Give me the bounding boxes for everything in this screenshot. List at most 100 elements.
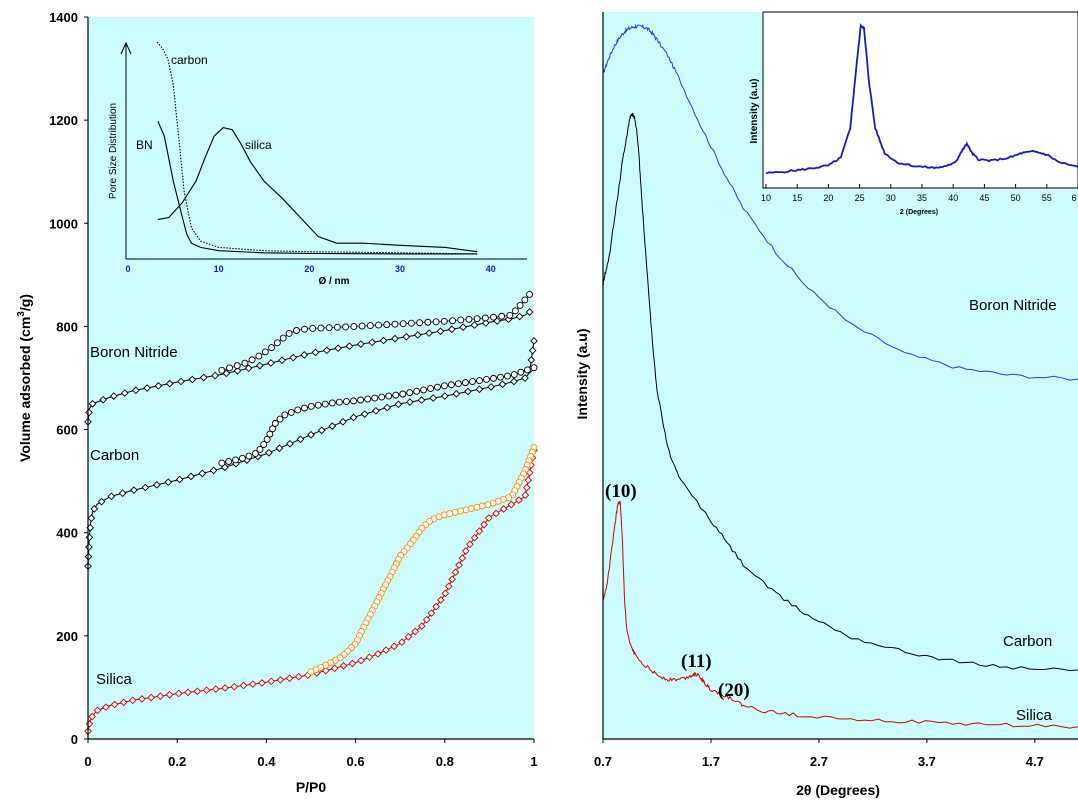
left-series-group [84, 291, 538, 736]
inset2-x-tick-label: 55 [1042, 193, 1052, 203]
inset2-x-ticks: 10 15 20 25 30 35 40 45 50 55 6 [761, 184, 1078, 203]
left-point-boron-nitride-adsorption [481, 319, 490, 327]
left-point-carbon-adsorption [521, 374, 529, 382]
left-point-carbon-adsorption [141, 483, 150, 492]
left-point-carbon-desorption [342, 398, 350, 405]
left-point-boron-nitride-desorption [218, 366, 226, 374]
right-line-boron-nitride [602, 23, 1078, 381]
left-point-silica-adsorption [285, 674, 294, 683]
left-point-carbon-adsorption [307, 430, 315, 439]
left-point-carbon-adsorption [429, 394, 438, 402]
left-point-carbon-adsorption [464, 387, 472, 396]
left-point-silica-adsorption [398, 638, 406, 647]
left-point-carbon-desorption [469, 378, 476, 386]
left-y-axis-title-main: Volume adsorbed (cm [17, 317, 33, 462]
left-point-silica-adsorption [515, 496, 523, 504]
left-point-silica-adsorption [128, 696, 137, 705]
left-plot-area [88, 17, 534, 739]
peak-label-11: (11) [681, 651, 712, 672]
left-point-boron-nitride-desorption [261, 348, 269, 356]
inset2-x-tick-label: 20 [823, 193, 833, 203]
left-point-boron-nitride-adsorption [525, 308, 534, 316]
left-point-carbon-adsorption [452, 389, 461, 398]
left-point-carbon-adsorption [265, 448, 273, 457]
left-point-boron-nitride-adsorption [322, 346, 331, 355]
right-x-tick-label: 1.7 [702, 754, 720, 769]
left-point-silica-adsorption [422, 615, 431, 624]
left-point-boron-nitride-adsorption [515, 312, 524, 321]
left-point-boron-nitride-desorption [248, 356, 256, 364]
left-point-carbon-desorption [504, 372, 511, 380]
left-point-silica-adsorption [212, 685, 220, 693]
left-x-tick-label: 0.6 [347, 754, 365, 769]
left-point-carbon-desorption [307, 402, 315, 410]
left-y-ticks: 0 200 400 600 800 1000 1200 1400 [49, 10, 88, 747]
inset1-x-tick-label: 30 [395, 264, 405, 274]
left-point-boron-nitride-adsorption [345, 342, 354, 350]
left-point-carbon-desorption [256, 445, 264, 453]
left-point-carbon-desorption [399, 390, 407, 398]
left-point-boron-nitride-desorption [383, 321, 391, 329]
left-point-carbon-desorption [281, 411, 289, 419]
left-point-carbon-adsorption [187, 472, 195, 481]
left-point-silica-adsorption [411, 627, 419, 636]
left-point-carbon-adsorption [394, 400, 403, 409]
right-x-tick-label: 3.7 [918, 754, 936, 769]
left-point-carbon-desorption [218, 459, 226, 467]
inset1-x-tick-label: 10 [214, 264, 224, 274]
left-point-carbon-desorption [433, 383, 441, 391]
peak-label-10: (10) [605, 481, 637, 502]
left-point-boron-nitride-adsorption [436, 327, 445, 336]
left-point-silica-adsorption [174, 689, 183, 698]
left-point-carbon-desorption [294, 406, 302, 414]
left-point-carbon-desorption [276, 415, 284, 423]
left-point-carbon-adsorption [349, 413, 358, 422]
left-point-carbon-desorption [454, 380, 462, 388]
left-point-carbon-adsorption [87, 514, 96, 522]
left-point-carbon-adsorption [530, 337, 538, 345]
left-point-boron-nitride-adsorption [368, 338, 377, 347]
left-point-boron-nitride-desorption [233, 362, 241, 370]
left-point-boron-nitride-adsorption [402, 332, 411, 341]
inset1-label-bn: BN [136, 138, 153, 152]
inset1-x-tick-label: 20 [304, 264, 314, 274]
left-point-boron-nitride-adsorption [188, 375, 197, 384]
left-point-silica-adsorption [88, 712, 96, 721]
inset1-y-axis-title: Pore Size Distribution [108, 103, 119, 199]
left-point-boron-nitride-desorption [375, 321, 382, 329]
left-point-carbon-desorption [266, 430, 274, 438]
left-series-carbon-desorption [218, 364, 538, 467]
left-point-boron-nitride-desorption [273, 339, 281, 347]
left-point-silica-adsorption [330, 664, 339, 673]
left-point-boron-nitride-adsorption [356, 340, 365, 348]
left-point-carbon-desorption [245, 452, 253, 460]
inset1-series-group [156, 41, 478, 255]
left-point-boron-nitride-desorption [366, 322, 374, 330]
left-point-boron-nitride-desorption [424, 318, 432, 326]
left-point-boron-nitride-desorption [440, 317, 448, 325]
right-x-tick-label: 0.7 [594, 754, 612, 769]
inset2-x-axis-title: 2 (Degrees) [900, 209, 938, 216]
left-point-carbon-desorption [238, 454, 246, 462]
left-point-carbon-adsorption [339, 417, 347, 426]
left-point-carbon-desorption [483, 376, 490, 383]
right-line-carbon [602, 112, 1078, 672]
left-label-boron-nitride: Boron Nitride [90, 344, 178, 361]
left-point-silica-adsorption [138, 695, 146, 703]
inset1-line-bn [157, 120, 478, 255]
left-point-carbon-desorption [287, 408, 295, 416]
left-point-carbon-adsorption [528, 346, 537, 355]
left-point-silica-adsorption [458, 554, 467, 562]
left-point-silica-adsorption [184, 688, 192, 697]
right-x-tick-label: 4.7 [1026, 754, 1044, 769]
left-x-tick-label: 0 [84, 754, 91, 769]
right-x-axis-title: 2θ (Degrees) [796, 782, 880, 798]
left-point-carbon-adsorption [487, 383, 495, 391]
left-point-boron-nitride-desorption [449, 317, 456, 325]
left-point-boron-nitride-desorption [342, 323, 350, 331]
left-point-boron-nitride-desorption [506, 311, 514, 319]
left-point-boron-nitride-desorption [481, 314, 489, 322]
left-y-tick-label: 0 [71, 732, 78, 747]
left-point-carbon-desorption [269, 425, 277, 433]
left-point-boron-nitride-desorption [285, 330, 293, 337]
